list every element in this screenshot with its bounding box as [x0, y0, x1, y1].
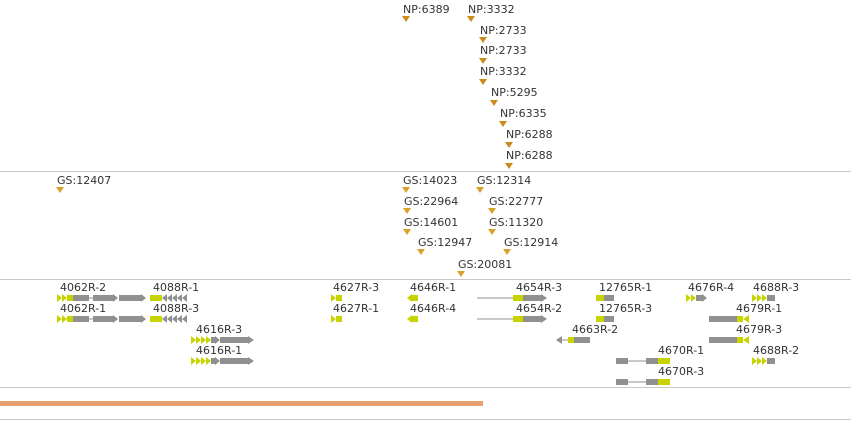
- gene-glyph-icon: [407, 294, 418, 302]
- np-marker-icon: [479, 79, 487, 85]
- gs-track: GS:12407 GS:14023 GS:12314 GS:22964 GS:2…: [0, 172, 851, 279]
- gene-label: 4062R-1: [60, 302, 107, 315]
- gene-glyph-icon: [556, 336, 590, 344]
- gene-glyph-icon: [57, 294, 146, 302]
- np-feature-label: NP:3332: [480, 65, 527, 78]
- gene-label: 12765R-3: [599, 302, 653, 315]
- gs-feature-label: GS:12914: [504, 236, 559, 249]
- gs-feature-label: GS:22777: [489, 195, 544, 208]
- gene-glyph-icon: [150, 315, 187, 323]
- gene-label: 4088R-3: [153, 302, 200, 315]
- np-feature-label: NP:3332: [468, 3, 515, 16]
- gene-label: 4676R-4: [688, 281, 735, 294]
- track-separator-np-gs: [0, 171, 851, 172]
- gene-label: 4688R-2: [753, 344, 800, 357]
- gs-marker-icon: [457, 271, 465, 277]
- np-feature-label: NP:6335: [500, 107, 547, 120]
- gene-glyph-icon: [616, 358, 670, 364]
- coverage-bar[interactable]: [0, 401, 483, 406]
- np-feature-label: NP:2733: [480, 24, 527, 37]
- gene-glyph-icon: [752, 294, 775, 302]
- gene-label: 4670R-1: [658, 344, 705, 357]
- gene-label: 4646R-4: [410, 302, 457, 315]
- gene-label: 4646R-1: [410, 281, 457, 294]
- gs-feature-label: GS:12314: [477, 174, 532, 187]
- gs-feature-label: GS:22964: [404, 195, 459, 208]
- gs-feature-label: GS:20081: [458, 258, 513, 271]
- gs-marker-icon: [503, 249, 511, 255]
- track-separator-genes-coverage: [0, 387, 851, 388]
- gene-glyph-icon: [686, 294, 707, 302]
- gene-label: 12765R-1: [599, 281, 653, 294]
- gene-label: 4679R-3: [736, 323, 783, 336]
- np-feature-label: NP:6389: [403, 3, 450, 16]
- gene-label: 4627R-3: [333, 281, 380, 294]
- gene-glyph-icon: [709, 315, 749, 323]
- gene-label: 4670R-3: [658, 365, 705, 378]
- gene-glyph-icon: [752, 357, 775, 365]
- track-separator-gs-genes: [0, 279, 851, 280]
- gene-glyph-icon: [57, 315, 146, 323]
- gs-feature-label: GS:14023: [403, 174, 458, 187]
- gene-glyph-icon: [191, 357, 254, 365]
- np-marker-icon: [490, 100, 498, 106]
- gene-label: 4679R-1: [736, 302, 783, 315]
- gs-marker-icon: [56, 187, 64, 193]
- np-feature-label: NP:2733: [480, 44, 527, 57]
- gene-track: 4062R-2 4088R-1 4062R-1: [0, 280, 851, 387]
- gene-label: 4654R-2: [516, 302, 563, 315]
- gs-feature-label: GS:11320: [489, 216, 544, 229]
- gene-glyph-icon: [596, 295, 614, 301]
- gs-feature-label: GS:12407: [57, 174, 112, 187]
- gene-label: 4088R-1: [153, 281, 200, 294]
- np-track: NP:6389 NP:3332 NP:2733 NP:2733 NP:3332 …: [0, 0, 851, 171]
- np-marker-icon: [505, 142, 513, 148]
- np-marker-icon: [479, 37, 487, 43]
- gs-marker-icon: [476, 187, 484, 193]
- np-feature-label: NP:5295: [491, 86, 538, 99]
- gene-glyph-icon: [331, 294, 342, 302]
- gene-glyph-icon: [596, 316, 614, 322]
- gene-label: 4663R-2: [572, 323, 619, 336]
- gene-label: 4616R-1: [196, 344, 243, 357]
- gene-glyph-icon: [331, 315, 342, 323]
- gene-glyph-icon: [407, 315, 418, 323]
- gene-glyph-icon: [191, 336, 254, 344]
- np-marker-icon: [402, 16, 410, 22]
- gs-feature-label: GS:14601: [404, 216, 459, 229]
- gs-marker-icon: [488, 229, 496, 235]
- gene-label: 4627R-1: [333, 302, 380, 315]
- np-marker-icon: [499, 121, 507, 127]
- gs-marker-icon: [403, 229, 411, 235]
- gene-glyph-icon: [709, 336, 749, 344]
- gene-label: 4654R-3: [516, 281, 563, 294]
- gene-glyph-icon: [477, 294, 547, 302]
- np-marker-icon: [479, 58, 487, 64]
- np-feature-label: NP:6288: [506, 149, 553, 162]
- gene-label: 4616R-3: [196, 323, 243, 336]
- gs-marker-icon: [402, 187, 410, 193]
- bottom-separator: [0, 419, 851, 420]
- gene-label: 4688R-3: [753, 281, 800, 294]
- gene-glyph-icon: [477, 315, 547, 323]
- gs-marker-icon: [488, 208, 496, 214]
- gene-glyph-icon: [150, 294, 187, 302]
- gs-marker-icon: [417, 249, 425, 255]
- gs-marker-icon: [403, 208, 411, 214]
- np-marker-icon: [467, 16, 475, 22]
- gene-glyph-icon: [616, 379, 670, 385]
- gene-label: 4062R-2: [60, 281, 107, 294]
- gs-feature-label: GS:12947: [418, 236, 473, 249]
- np-feature-label: NP:6288: [506, 128, 553, 141]
- np-marker-icon: [505, 163, 513, 169]
